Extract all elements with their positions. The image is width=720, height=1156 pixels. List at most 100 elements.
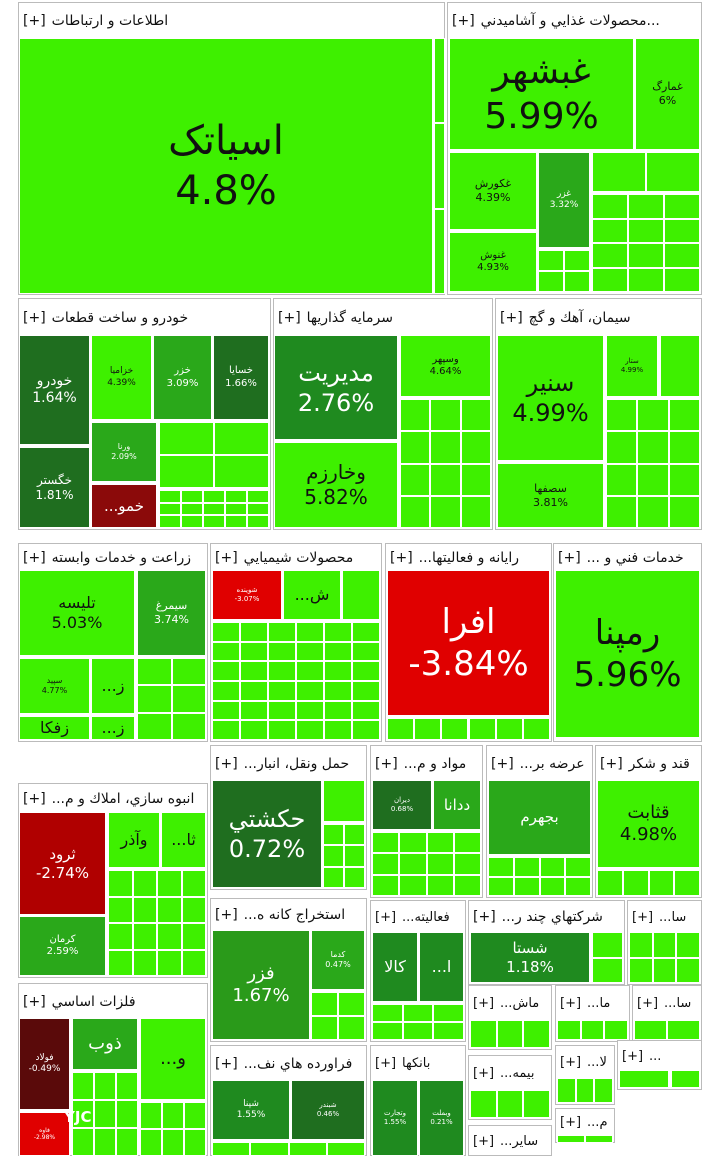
stock-tile[interactable]: سصفها 3.81% bbox=[497, 463, 604, 528]
expand-button[interactable]: [+] bbox=[622, 1048, 644, 1064]
expand-button[interactable]: [+] bbox=[23, 309, 46, 326]
stock-tile[interactable]: غنوش 4.93% bbox=[449, 232, 537, 292]
stock-tile[interactable]: مديريت 2.76% bbox=[274, 335, 398, 440]
stock-tile[interactable]: قثابت 4.98% bbox=[597, 780, 700, 868]
filler-tile bbox=[488, 876, 514, 896]
filler-tile bbox=[434, 208, 445, 294]
filler-tile bbox=[296, 700, 324, 721]
stock-tile[interactable]: شبندر 0.46% bbox=[291, 1080, 365, 1140]
expand-button[interactable]: [+] bbox=[215, 549, 238, 566]
stock-tile[interactable]: و... bbox=[140, 1018, 206, 1100]
expand-button[interactable]: [+] bbox=[473, 996, 495, 1011]
stock-tile[interactable]: سنير 4.99% bbox=[497, 335, 604, 461]
stock-tile[interactable]: ستار 4.99% bbox=[606, 335, 658, 397]
stock-tile[interactable]: ز... bbox=[91, 658, 135, 714]
filler-tile bbox=[181, 490, 203, 503]
stock-name: سيمرغ bbox=[155, 599, 188, 613]
filler-tile bbox=[426, 853, 454, 875]
stock-tile[interactable]: وبملت 0.21% bbox=[419, 1080, 464, 1156]
stock-tile[interactable]: تليسه 5.03% bbox=[19, 570, 135, 656]
stock-tile[interactable]: وتجارت 1.55% bbox=[372, 1080, 418, 1156]
stock-name: خودرو bbox=[36, 372, 73, 389]
expand-button[interactable]: [+] bbox=[215, 1055, 238, 1072]
stock-tile[interactable]: زفكا bbox=[19, 716, 90, 740]
stock-tile[interactable]: ثا... bbox=[161, 812, 206, 868]
expand-button[interactable]: [+] bbox=[23, 790, 46, 807]
stock-tile[interactable]: غبشهر 5.99% bbox=[449, 38, 634, 150]
expand-button[interactable]: [+] bbox=[632, 909, 654, 925]
stock-tile[interactable]: خزر 3.09% bbox=[153, 335, 212, 420]
stock-tile[interactable]: كالا bbox=[372, 932, 418, 1002]
stock-tile[interactable]: كدما 0.47% bbox=[311, 930, 365, 990]
expand-button[interactable]: [+] bbox=[560, 996, 582, 1011]
stock-tile[interactable]: شپنا 1.55% bbox=[212, 1080, 290, 1140]
stock-change: 1.81% bbox=[35, 487, 74, 502]
stock-tile[interactable]: ز... bbox=[91, 716, 135, 740]
expand-button[interactable]: [+] bbox=[637, 996, 659, 1011]
stock-tile[interactable]: فولاد -0.49% bbox=[19, 1018, 70, 1110]
expand-button[interactable]: [+] bbox=[215, 755, 238, 772]
stock-tile[interactable]: خودرو 1.64% bbox=[19, 335, 90, 445]
stock-tile[interactable]: ش... bbox=[283, 570, 341, 620]
expand-button[interactable]: [+] bbox=[23, 13, 46, 29]
stock-tile[interactable]: ثرود -2.74% bbox=[19, 812, 106, 915]
stock-tile[interactable]: سيمرغ 3.74% bbox=[137, 570, 206, 656]
expand-button[interactable]: [+] bbox=[473, 1134, 495, 1149]
stock-tile[interactable]: شستا 1.18% bbox=[470, 932, 590, 983]
expand-button[interactable]: [+] bbox=[215, 907, 238, 923]
expand-button[interactable]: [+] bbox=[473, 909, 496, 925]
expand-button[interactable]: [+] bbox=[600, 755, 623, 772]
watermark: YJC bbox=[64, 1108, 92, 1126]
stock-tile[interactable]: ا... bbox=[419, 932, 464, 1002]
stock-tile[interactable]: غمارگ 6% bbox=[635, 38, 700, 150]
stock-tile[interactable]: خمو... bbox=[91, 484, 157, 528]
stock-tile[interactable]: فاوه -2.98% bbox=[19, 1112, 70, 1156]
stock-tile[interactable]: غزر 3.32% bbox=[538, 152, 590, 248]
stock-tile[interactable]: خزامیا 4.39% bbox=[91, 335, 152, 420]
filler-tile bbox=[171, 658, 206, 686]
expand-button[interactable]: [+] bbox=[23, 993, 46, 1010]
expand-button[interactable]: [+] bbox=[452, 13, 475, 29]
stock-tile[interactable]: حكشتي 0.72% bbox=[212, 780, 322, 888]
stock-tile[interactable]: اسیاتک 4.8% bbox=[19, 38, 433, 294]
stock-tile[interactable]: افرا -3.84% bbox=[387, 570, 550, 716]
expand-button[interactable]: [+] bbox=[500, 309, 523, 326]
filler-tile bbox=[214, 455, 269, 488]
expand-button[interactable]: [+] bbox=[473, 1066, 495, 1081]
filler-tile bbox=[268, 641, 296, 662]
stock-tile[interactable]: وخارزم 5.82% bbox=[274, 442, 398, 528]
stock-tile[interactable]: ورنا 2.09% bbox=[91, 422, 157, 482]
stock-tile[interactable]: ديران 0.68% bbox=[372, 780, 432, 830]
filler-tile bbox=[296, 681, 324, 701]
stock-tile[interactable]: غكورش 4.39% bbox=[449, 152, 537, 230]
stock-tile[interactable]: خسایا 1.66% bbox=[213, 335, 269, 420]
expand-button[interactable]: [+] bbox=[23, 549, 46, 566]
expand-button[interactable]: [+] bbox=[278, 309, 301, 326]
stock-tile[interactable]: وآذر bbox=[108, 812, 160, 868]
sector-header: [+] سا... bbox=[632, 901, 697, 933]
stock-tile[interactable]: كرمان 2.59% bbox=[19, 916, 106, 976]
stock-tile[interactable]: سپيد 4.77% bbox=[19, 658, 90, 714]
expand-button[interactable]: [+] bbox=[375, 1056, 397, 1071]
expand-button[interactable]: [+] bbox=[558, 549, 581, 566]
stock-tile[interactable]: رمپنا 5.96% bbox=[555, 570, 700, 738]
expand-button[interactable]: [+] bbox=[390, 549, 413, 566]
expand-button[interactable]: [+] bbox=[375, 909, 397, 925]
expand-button[interactable]: [+] bbox=[560, 1115, 582, 1130]
stock-tile[interactable]: وسپهر 4.64% bbox=[400, 335, 491, 397]
stock-tile[interactable]: بجهرم bbox=[488, 780, 591, 855]
filler-tile bbox=[181, 502, 203, 516]
filler-tile bbox=[513, 857, 540, 877]
expand-button[interactable]: [+] bbox=[375, 755, 398, 772]
expand-button[interactable]: [+] bbox=[491, 755, 514, 772]
stock-tile[interactable]: فزر 1.67% bbox=[212, 930, 310, 1040]
filler-tile bbox=[414, 718, 442, 740]
expand-button[interactable]: [+] bbox=[560, 1055, 582, 1070]
stock-tile[interactable]: ذوب bbox=[72, 1018, 138, 1070]
filler-tile bbox=[181, 949, 206, 976]
stock-tile[interactable]: خگستر 1.81% bbox=[19, 447, 90, 528]
sector-header: [+] اطلاعات و ارتباطات bbox=[23, 3, 440, 39]
stock-tile[interactable]: ددانا bbox=[433, 780, 481, 830]
stock-name: وآذر bbox=[120, 830, 148, 849]
stock-tile[interactable]: شوينده -3.07% bbox=[212, 570, 282, 620]
